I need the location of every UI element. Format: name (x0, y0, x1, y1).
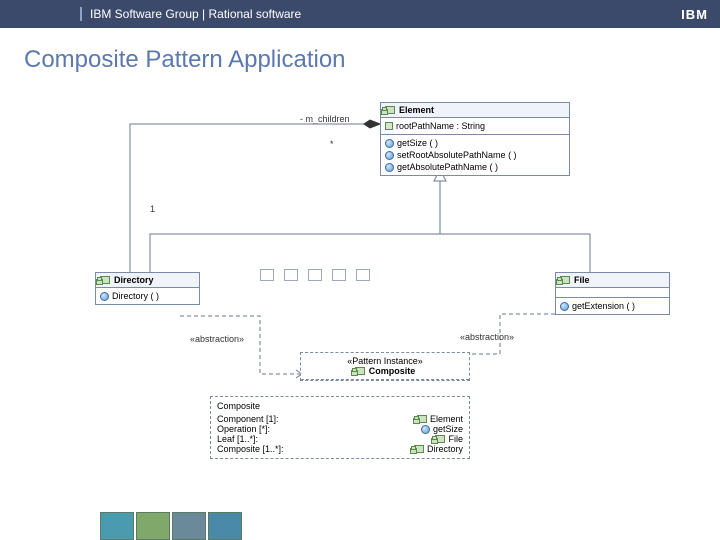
pattern-row-right: File (448, 434, 463, 444)
toolbar-icon (260, 269, 274, 281)
toolbar-icon (356, 269, 370, 281)
footer-thumb-icon (208, 512, 242, 540)
method-icon (385, 139, 394, 148)
attribute-text: rootPathName : String (396, 121, 485, 131)
class-icon (414, 445, 424, 453)
footer-thumb-icon (136, 512, 170, 540)
header-title: IBM Software Group | Rational software (80, 7, 301, 21)
header-bar: IBM Software Group | Rational software I… (0, 0, 720, 28)
method-icon (560, 302, 569, 311)
assoc-role-label: - m_children (300, 114, 350, 124)
pattern-row-left: Composite [1..*]: (217, 444, 284, 454)
method-icon (421, 425, 430, 434)
class-icon (355, 367, 365, 375)
toolbar-icon (308, 269, 322, 281)
method-icon (385, 151, 394, 160)
footer-thumb-icon (172, 512, 206, 540)
class-icon (435, 435, 445, 443)
diagram-canvas: Element rootPathName : String getSize ( … (0, 84, 720, 484)
pattern-row-right: getSize (433, 424, 463, 434)
assoc-mult-child: * (330, 139, 334, 149)
uml-class-directory: Directory Directory ( ) (95, 272, 200, 305)
pattern-stereotype: «Pattern Instance» (307, 356, 463, 366)
class-name: Directory (114, 275, 154, 285)
class-icon (385, 106, 395, 114)
pattern-row-left: Component [1]: (217, 414, 279, 424)
class-icon (560, 276, 570, 284)
footer-bar (0, 502, 720, 540)
method-icon (385, 163, 394, 172)
diagram-toolbar (260, 269, 370, 281)
pattern-section-label: Composite (217, 401, 463, 411)
uml-class-element: Element rootPathName : String getSize ( … (380, 102, 570, 176)
method-text: getAbsolutePathName ( ) (397, 162, 498, 172)
class-icon (100, 276, 110, 284)
method-text: Directory ( ) (112, 291, 159, 301)
pattern-row-right: Directory (427, 444, 463, 454)
pattern-row-left: Operation [*]: (217, 424, 270, 434)
slide-title: Composite Pattern Application (24, 46, 720, 74)
pattern-row-left: Leaf [1..*]: (217, 434, 258, 444)
stereotype-label: «abstraction» (460, 332, 514, 342)
class-name: Element (399, 105, 434, 115)
pattern-instance-box: «Pattern Instance» Composite (300, 352, 470, 381)
method-text: getExtension ( ) (572, 301, 635, 311)
pattern-bindings-box: Composite Component [1]: Element Operatio… (210, 396, 470, 459)
class-icon (417, 415, 427, 423)
toolbar-icon (284, 269, 298, 281)
ibm-logo-icon: IBM (681, 7, 708, 22)
method-text: getSize ( ) (397, 138, 438, 148)
stereotype-label: «abstraction» (190, 334, 244, 344)
method-text: setRootAbsolutePathName ( ) (397, 150, 517, 160)
footer-thumb-icon (100, 512, 134, 540)
pattern-name: Composite (369, 366, 416, 376)
footer-thumbnails (0, 502, 242, 540)
class-name: File (574, 275, 590, 285)
assoc-mult-parent: 1 (150, 204, 155, 214)
method-icon (100, 292, 109, 301)
toolbar-icon (332, 269, 346, 281)
attribute-icon (385, 122, 393, 130)
pattern-row-right: Element (430, 414, 463, 424)
uml-class-file: File getExtension ( ) (555, 272, 670, 315)
